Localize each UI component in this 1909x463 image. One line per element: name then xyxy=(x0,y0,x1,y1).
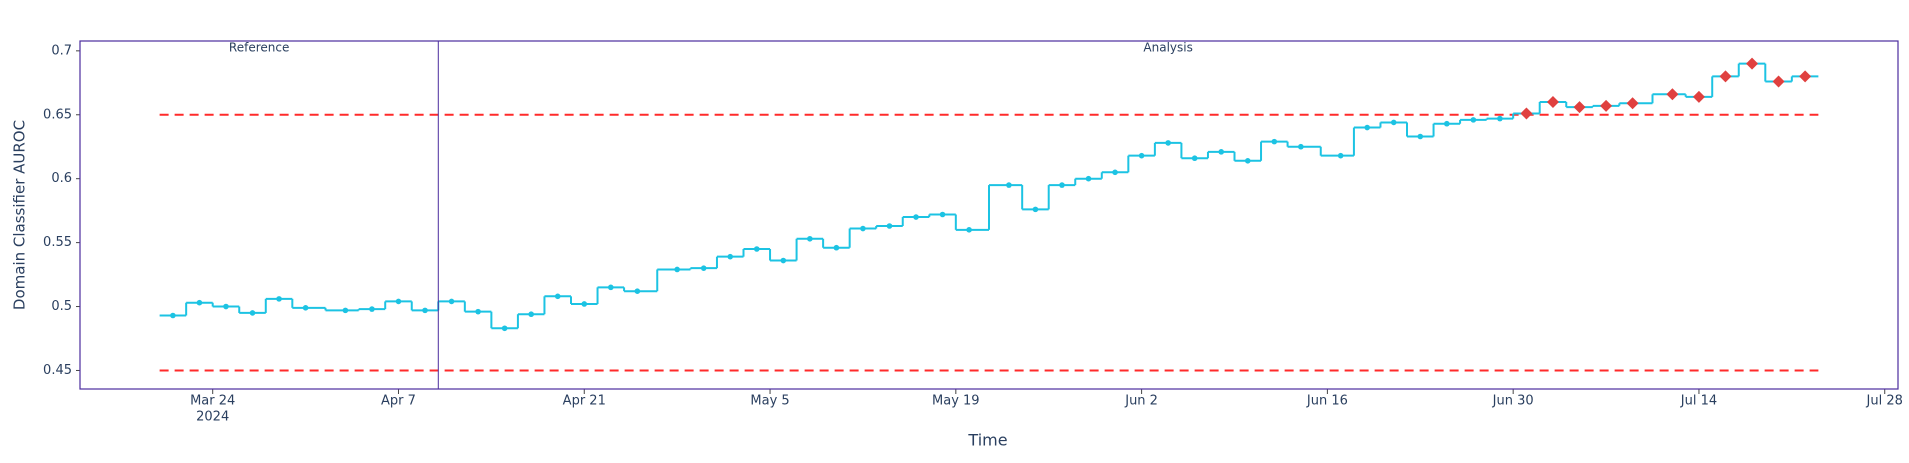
y-tick-label: 0.45 xyxy=(43,363,72,378)
point-marker xyxy=(1244,157,1251,164)
point-marker xyxy=(1138,152,1145,159)
point-marker xyxy=(1112,169,1118,176)
point-marker xyxy=(1271,138,1278,145)
point-marker xyxy=(608,284,614,291)
x-tick-label: Jul 28 xyxy=(1866,394,1903,409)
point-marker xyxy=(1191,155,1198,162)
point-marker xyxy=(860,225,866,232)
alert-marker xyxy=(1772,75,1785,88)
point-marker xyxy=(886,223,893,229)
point-marker xyxy=(833,244,840,251)
y-tick-label: 0.7 xyxy=(51,43,72,58)
point-marker xyxy=(1390,119,1397,126)
point-marker xyxy=(939,211,946,218)
x-tick-label: Apr 7 xyxy=(381,394,416,409)
alert-marker xyxy=(1746,57,1759,70)
point-marker xyxy=(528,311,534,318)
alert-marker xyxy=(1666,88,1679,101)
point-marker xyxy=(727,253,734,260)
point-marker xyxy=(807,235,813,242)
point-marker xyxy=(1085,175,1092,182)
alert-marker xyxy=(1600,99,1613,112)
point-marker xyxy=(1470,117,1477,123)
point-marker xyxy=(1006,182,1012,188)
point-marker xyxy=(700,265,707,271)
point-marker xyxy=(554,293,561,300)
point-marker xyxy=(1218,149,1225,155)
point-marker xyxy=(249,310,256,316)
point-marker xyxy=(634,288,641,294)
alert-marker xyxy=(1546,95,1559,108)
alert-marker xyxy=(1799,70,1812,83)
point-marker xyxy=(170,312,176,319)
y-tick-label: 0.65 xyxy=(43,107,72,122)
y-tick-label: 0.6 xyxy=(51,171,72,186)
x-tick-label: Jun 30 xyxy=(1492,394,1534,409)
point-marker xyxy=(448,298,455,305)
x-tick-label: May 5 xyxy=(750,394,789,409)
point-marker xyxy=(302,305,309,311)
point-marker xyxy=(276,296,282,302)
y-tick-label: 0.55 xyxy=(43,235,72,250)
alert-marker xyxy=(1573,101,1586,114)
point-marker xyxy=(196,299,203,306)
point-marker xyxy=(223,303,229,310)
point-marker xyxy=(581,301,588,307)
point-marker xyxy=(966,227,972,233)
point-marker xyxy=(475,308,481,315)
x-tick-label: May 19 xyxy=(932,394,980,409)
alert-marker xyxy=(1719,70,1732,83)
point-marker xyxy=(369,306,375,312)
point-marker xyxy=(1298,143,1304,150)
alert-marker xyxy=(1520,107,1533,120)
point-marker xyxy=(395,298,402,305)
alert-marker xyxy=(1626,97,1639,110)
y-axis-title: Domain Classifier AUROC xyxy=(11,120,29,310)
x-tick-label: Apr 21 xyxy=(563,394,606,409)
point-marker xyxy=(1497,115,1503,122)
point-marker xyxy=(501,325,508,332)
x-axis-title: Time xyxy=(967,431,1007,450)
point-marker xyxy=(1364,124,1370,131)
alert-marker xyxy=(1692,90,1705,103)
point-marker xyxy=(1444,120,1450,127)
point-marker xyxy=(1032,206,1039,213)
point-marker xyxy=(674,266,680,273)
y-tick-label: 0.5 xyxy=(51,299,72,314)
point-marker xyxy=(1165,140,1171,146)
point-marker xyxy=(913,214,919,220)
point-marker xyxy=(1059,182,1065,188)
period-label: Analysis xyxy=(1143,41,1192,55)
period-label: Reference xyxy=(229,41,289,55)
point-marker xyxy=(780,257,787,264)
plot-frame xyxy=(79,40,1899,390)
x-tick-sublabel: 2024 xyxy=(196,410,229,425)
point-marker xyxy=(1337,152,1344,159)
point-marker xyxy=(422,307,428,314)
x-tick-label: Jul 14 xyxy=(1680,394,1717,409)
point-marker xyxy=(342,307,349,314)
x-tick-label: Jun 16 xyxy=(1306,394,1348,409)
point-marker xyxy=(753,246,760,252)
x-tick-label: Mar 24 xyxy=(190,394,235,409)
point-marker xyxy=(1417,133,1424,140)
x-tick-label: Jun 2 xyxy=(1124,394,1158,409)
